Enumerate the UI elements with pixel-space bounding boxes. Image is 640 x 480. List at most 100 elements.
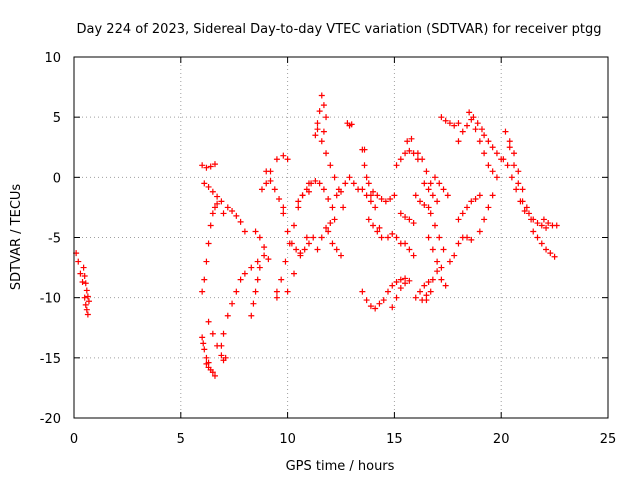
data-point [299,192,306,199]
data-point [378,195,385,202]
data-point [342,180,349,187]
data-point [237,276,244,283]
data-point [466,109,473,116]
data-point [338,188,344,195]
data-point [333,192,340,199]
series-arc-bf [530,228,558,260]
data-point [489,168,496,175]
series-arc-au [446,234,475,265]
data-point [201,346,208,353]
data-point [440,246,447,253]
data-point [318,92,325,99]
data-point [434,268,441,275]
data-point [493,150,500,157]
data-point [534,220,541,227]
data-point [451,122,458,129]
data-point [273,294,280,301]
data-point [282,258,289,265]
y-tick-label: -20 [40,412,61,427]
data-point [538,240,545,247]
data-point [425,186,432,193]
data-point [209,369,216,376]
data-point [203,360,210,367]
data-point [504,162,511,169]
data-point [485,138,492,145]
x-tick-label: 15 [386,432,403,447]
series-arc-al [412,276,436,301]
data-point [199,334,206,341]
data-point [408,135,415,142]
data-point [327,162,334,169]
data-point [365,216,372,223]
data-point [421,202,428,209]
series-arc-ar [425,234,445,271]
data-point [455,216,462,223]
data-point [229,300,236,307]
data-point [359,186,366,193]
data-point [75,258,82,265]
data-point [472,126,479,133]
data-point [378,234,385,241]
data-point [233,288,240,295]
data-point [372,305,379,312]
chart-title: Day 224 of 2023, Sidereal Day-to-day VTE… [77,22,602,37]
data-point [214,193,221,200]
data-point [222,354,229,361]
data-point [84,293,91,300]
series-arc-n [263,168,287,211]
data-point [485,204,492,211]
data-point [367,303,374,310]
data-point [81,294,88,301]
data-point [220,210,227,217]
series-arc-v [325,228,344,259]
data-point [380,297,387,304]
data-point [459,128,466,135]
data-point [256,234,263,241]
data-point [273,288,280,295]
data-point [446,258,453,265]
data-point [530,216,537,223]
data-point [553,222,560,229]
data-point [205,240,212,247]
data-point [320,102,327,109]
data-point [485,162,492,169]
data-point [201,180,208,187]
data-point [273,156,280,163]
y-tick-label: 0 [53,171,61,186]
data-point [314,120,321,127]
data-point [476,192,483,199]
data-point [543,246,550,253]
data-point [233,212,240,219]
series-arc-k [252,228,272,263]
data-point [284,156,291,163]
data-point [423,297,430,304]
data-point [280,204,287,211]
data-point [329,204,336,211]
data-point [481,150,488,157]
data-point [540,216,547,223]
data-point [470,114,477,121]
series-arc-s [314,126,347,211]
data-point [201,276,208,283]
data-point [517,198,524,205]
data-point [502,128,509,135]
data-point [338,252,344,259]
x-axis: 0 5 10 15 20 25 [70,57,616,447]
data-point [431,222,438,229]
data-point [359,288,366,295]
data-point [250,300,257,307]
data-point [376,224,383,231]
x-tick-label: 20 [493,432,510,447]
data-point [374,228,381,235]
series-arc-be [525,210,550,231]
data-point [370,188,377,195]
data-point [209,188,216,195]
data-point [327,220,334,227]
data-point [312,132,319,139]
x-tick-label: 25 [600,432,617,447]
data-point [389,304,396,311]
data-point [284,228,291,235]
data-point [258,186,265,193]
data-point [545,220,552,227]
data-point [229,208,236,215]
